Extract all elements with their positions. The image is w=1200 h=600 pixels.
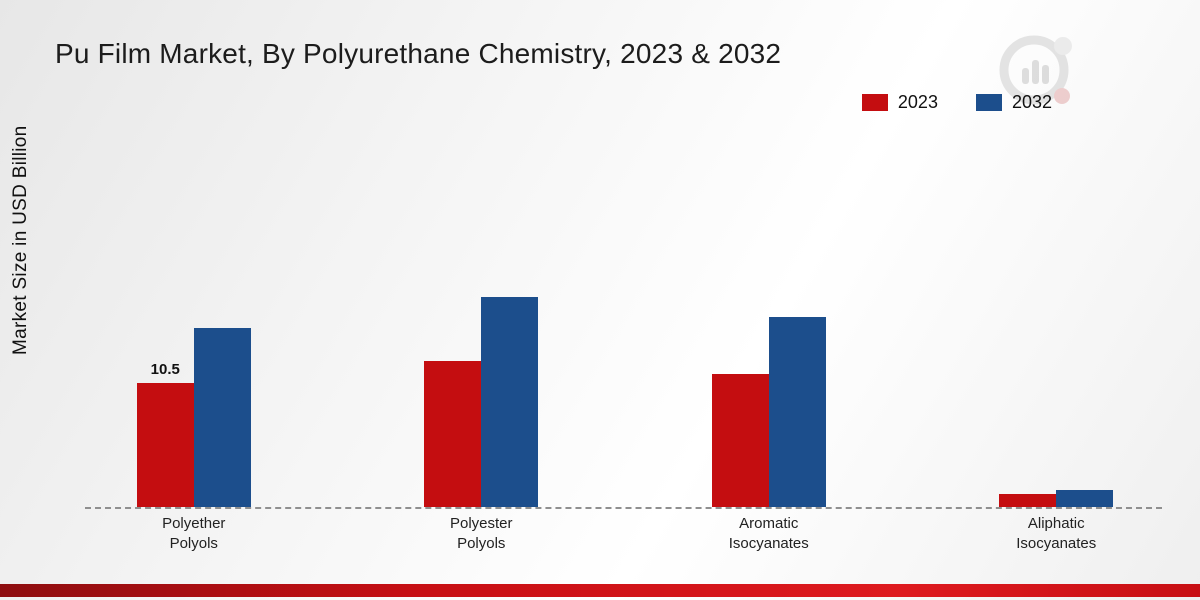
bar-value-label: 10.5: [150, 361, 180, 378]
bar-2032-polyether-polyols: [193, 328, 251, 507]
legend-item-2032: 2032: [975, 92, 1052, 113]
bar-2032-aliphatic-isocyanates: [1056, 490, 1114, 507]
bar-group-1: [338, 297, 626, 507]
bar-2023-polyether-polyols: 10.5: [136, 361, 194, 507]
category-label-aromatic-isocyanates: Aromatic Isocyanates: [625, 514, 913, 555]
bar-wrap: [711, 374, 769, 507]
category-label-line: Polyester: [449, 515, 513, 532]
bar-wrap: [1056, 490, 1114, 507]
category-labels: Polyether Polyols Polyester Polyols Aromatic…: [50, 514, 1200, 555]
bar-group-0: 10.5: [50, 328, 338, 507]
bar-2023-aliphatic-isocyanates: [999, 494, 1057, 507]
category-label-aliphatic-isocyanates: Aliphatic Isocyanates: [913, 514, 1200, 555]
bar-2032-aromatic-isocyanates: [768, 317, 826, 507]
bar-group-2: [625, 317, 913, 507]
category-label-line: Aliphatic: [1027, 515, 1085, 532]
category-label-polyether-polyols: Polyether Polyols: [50, 514, 338, 555]
category-label-polyester-polyols: Polyester Polyols: [338, 514, 626, 555]
bar-2023-aromatic-isocyanates: [711, 374, 769, 507]
legend-swatch-2032: [975, 94, 1002, 111]
category-label-line: Aromatic: [739, 515, 799, 532]
bar-2032-polyester-polyols: [481, 297, 539, 507]
category-label-line: Isocyanates: [728, 535, 809, 553]
category-label-line: Polyols: [169, 535, 218, 553]
legend-label-2032: 2032: [1011, 92, 1052, 112]
bar-wrap: [424, 361, 482, 507]
bar-group-3: [913, 490, 1200, 507]
legend-swatch-2023: [861, 94, 888, 111]
legend-item-2023: 2023: [861, 92, 938, 113]
legend-label-2023: 2023: [897, 92, 938, 112]
y-axis-label: Market Size in USD Billion: [10, 125, 31, 355]
bar-wrap: [999, 494, 1057, 507]
bar-wrap: [193, 328, 251, 507]
bar-2023-polyester-polyols: [424, 361, 482, 507]
bar-wrap: 10.5: [136, 361, 194, 507]
footer-accent-strip: [0, 584, 1200, 597]
bar-groups: 10.5: [50, 120, 1200, 507]
watermark-logo-icon: [990, 28, 1082, 121]
bar-wrap: [481, 297, 539, 507]
bar-wrap: [768, 317, 826, 507]
category-label-line: Polyether: [162, 515, 226, 532]
category-label-line: Isocyanates: [1016, 535, 1097, 553]
legend: 2023 2032: [861, 92, 1052, 113]
category-label-line: Polyols: [457, 535, 506, 553]
chart-title: Pu Film Market, By Polyurethane Chemistr…: [55, 38, 782, 69]
x-axis-baseline: [85, 507, 1162, 509]
